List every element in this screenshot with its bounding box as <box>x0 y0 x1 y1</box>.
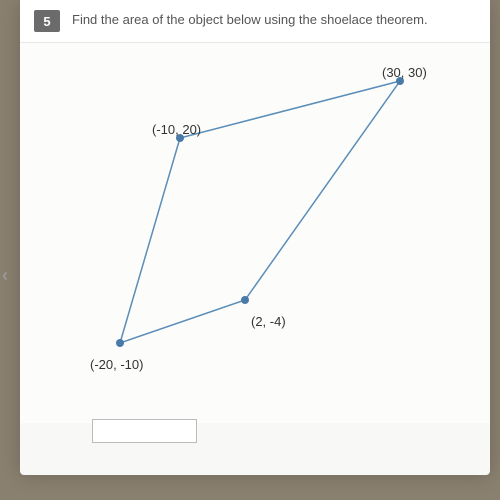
vertex-label: (-20, -10) <box>90 357 143 372</box>
question-number-badge: 5 <box>34 10 60 32</box>
vertex-label: (-10, 20) <box>152 122 201 137</box>
content-screen: 5 Find the area of the object below usin… <box>20 0 490 475</box>
vertex-label: (2, -4) <box>251 314 286 329</box>
question-text: Find the area of the object below using … <box>72 10 428 27</box>
question-header: 5 Find the area of the object below usin… <box>20 0 490 43</box>
answer-input[interactable] <box>92 419 197 443</box>
vertex-point <box>116 339 124 347</box>
polygon-outline <box>120 81 400 343</box>
figure-canvas: (30, 30) (-10, 20) (-20, -10) (2, -4) <box>20 43 490 423</box>
vertex-point <box>241 296 249 304</box>
vertex-label: (30, 30) <box>382 65 427 80</box>
prev-chevron-icon[interactable]: ‹ <box>2 265 8 286</box>
